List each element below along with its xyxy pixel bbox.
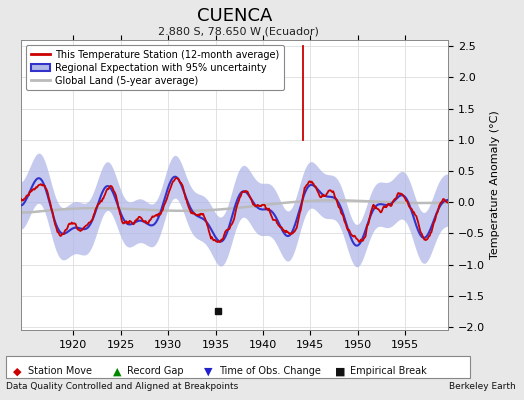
Title: CUENCA: CUENCA xyxy=(197,6,272,24)
Text: ▼: ▼ xyxy=(204,366,213,376)
Text: Record Gap: Record Gap xyxy=(127,366,184,376)
Text: 2.880 S, 78.650 W (Ecuador): 2.880 S, 78.650 W (Ecuador) xyxy=(158,26,319,36)
Text: Empirical Break: Empirical Break xyxy=(350,366,427,376)
Text: ◆: ◆ xyxy=(13,366,21,376)
Text: Data Quality Controlled and Aligned at Breakpoints: Data Quality Controlled and Aligned at B… xyxy=(6,382,238,391)
Y-axis label: Temperature Anomaly (°C): Temperature Anomaly (°C) xyxy=(490,111,500,259)
Text: Time of Obs. Change: Time of Obs. Change xyxy=(219,366,321,376)
Text: ■: ■ xyxy=(335,366,346,376)
Text: ▲: ▲ xyxy=(113,366,121,376)
Text: Berkeley Earth: Berkeley Earth xyxy=(450,382,516,391)
Legend: This Temperature Station (12-month average), Regional Expectation with 95% uncer: This Temperature Station (12-month avera… xyxy=(26,45,284,90)
Text: Station Move: Station Move xyxy=(28,366,92,376)
